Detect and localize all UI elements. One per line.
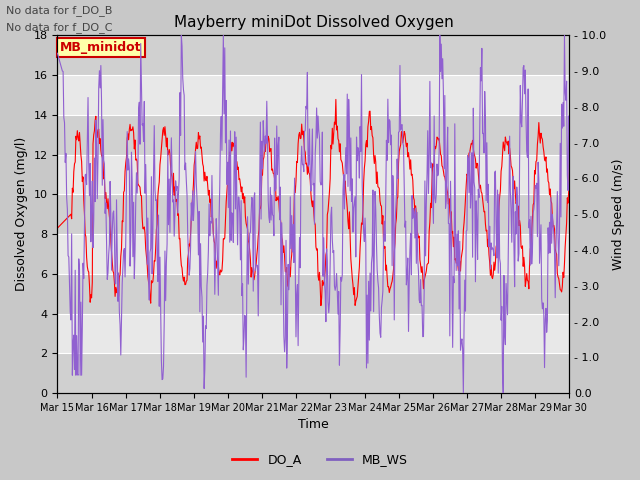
Title: Mayberry miniDot Dissolved Oxygen: Mayberry miniDot Dissolved Oxygen bbox=[173, 15, 453, 30]
Bar bbox=[58, 115, 570, 155]
Bar bbox=[58, 36, 570, 75]
X-axis label: Time: Time bbox=[298, 419, 329, 432]
Bar bbox=[58, 353, 570, 393]
Legend: DO_A, MB_WS: DO_A, MB_WS bbox=[227, 448, 413, 471]
Text: MB_minidot: MB_minidot bbox=[60, 41, 141, 54]
Y-axis label: Dissolved Oxygen (mg/l): Dissolved Oxygen (mg/l) bbox=[15, 137, 28, 291]
Text: No data for f_DO_B: No data for f_DO_B bbox=[6, 5, 113, 16]
Bar bbox=[58, 274, 570, 313]
Y-axis label: Wind Speed (m/s): Wind Speed (m/s) bbox=[612, 158, 625, 270]
Text: No data for f_DO_C: No data for f_DO_C bbox=[6, 22, 113, 33]
Bar bbox=[58, 194, 570, 234]
